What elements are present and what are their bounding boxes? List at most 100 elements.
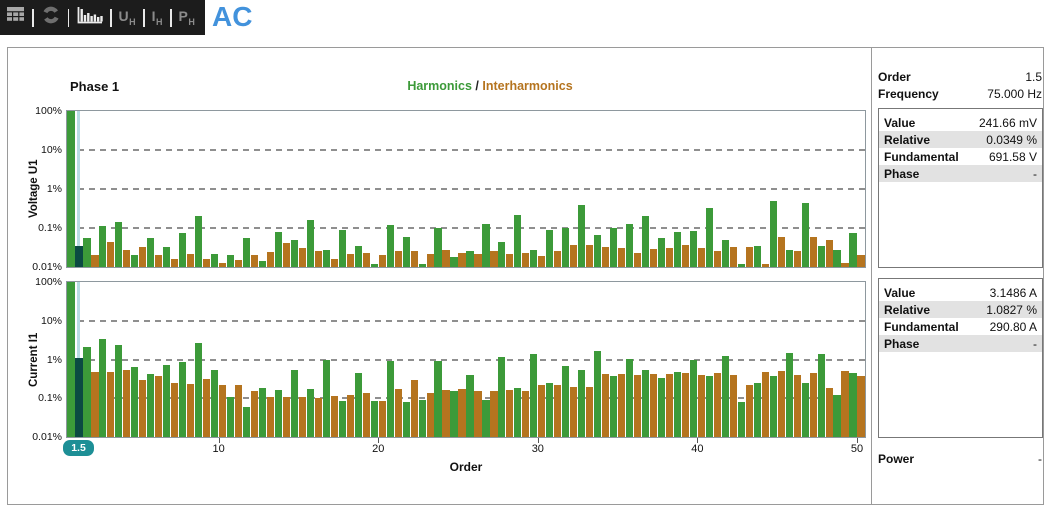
harmonic-bar[interactable] xyxy=(322,249,330,267)
harmonic-bar[interactable] xyxy=(578,369,586,437)
harmonic-bar[interactable] xyxy=(195,216,203,267)
interharmonic-bar[interactable] xyxy=(123,249,131,267)
interharmonic-bar[interactable] xyxy=(825,239,833,267)
power-harmonics-button[interactable]: PH xyxy=(178,8,196,27)
interharmonic-bar[interactable] xyxy=(681,373,690,437)
interharmonic-bar[interactable] xyxy=(250,391,259,437)
interharmonic-bar[interactable] xyxy=(633,252,642,267)
interharmonic-bar[interactable] xyxy=(378,401,386,437)
harmonic-bar[interactable] xyxy=(641,369,650,437)
interharmonic-bar[interactable] xyxy=(266,396,275,437)
interharmonic-bar[interactable] xyxy=(171,259,179,267)
interharmonic-bar[interactable] xyxy=(554,384,562,437)
harmonic-bar[interactable] xyxy=(99,339,107,437)
interharmonic-bar[interactable] xyxy=(697,374,705,437)
harmonic-bar[interactable] xyxy=(657,238,666,267)
interharmonic-bar[interactable] xyxy=(570,245,578,267)
harmonic-bar[interactable] xyxy=(530,353,538,437)
harmonic-bar[interactable] xyxy=(641,216,650,267)
harmonic-bar[interactable] xyxy=(753,245,761,267)
harmonic-bar[interactable] xyxy=(482,223,490,267)
harmonic-bar[interactable] xyxy=(594,350,602,437)
harmonic-bar[interactable] xyxy=(290,239,298,267)
harmonic-bar[interactable] xyxy=(610,375,618,437)
harmonic-bar[interactable] xyxy=(689,360,697,437)
harmonic-bar[interactable] xyxy=(163,365,171,437)
interharmonic-bar[interactable] xyxy=(522,390,530,437)
interharmonic-bar[interactable] xyxy=(298,248,306,267)
harmonic-bar[interactable] xyxy=(450,391,458,437)
harmonic-bar[interactable] xyxy=(115,222,123,267)
interharmonic-bar[interactable] xyxy=(649,248,658,267)
harmonic-bar[interactable] xyxy=(147,374,155,437)
interharmonic-bar[interactable] xyxy=(697,247,705,267)
harmonic-bar[interactable] xyxy=(179,362,187,437)
harmonic-bar[interactable] xyxy=(466,374,474,437)
harmonic-bar[interactable] xyxy=(242,406,251,437)
interharmonic-bar[interactable] xyxy=(410,250,418,267)
interharmonic-bar[interactable] xyxy=(139,247,147,267)
harmonic-bar[interactable] xyxy=(689,230,697,267)
interharmonic-bar[interactable] xyxy=(314,250,322,267)
interharmonic-bar[interactable] xyxy=(474,390,482,437)
harmonics-view-button[interactable] xyxy=(76,5,103,31)
harmonic-bar[interactable] xyxy=(849,372,857,437)
harmonic-bar[interactable] xyxy=(227,255,235,267)
harmonic-bar[interactable] xyxy=(99,226,107,267)
interharmonic-bar[interactable] xyxy=(809,373,817,437)
harmonic-bar[interactable] xyxy=(753,382,761,437)
interharmonic-bar[interactable] xyxy=(745,247,753,267)
voltage-harmonics-button[interactable]: UH xyxy=(118,8,137,27)
harmonic-bar[interactable] xyxy=(546,229,554,267)
interharmonic-bar[interactable] xyxy=(171,382,179,437)
harmonic-bar[interactable] xyxy=(578,204,586,267)
harmonic-bar[interactable] xyxy=(610,228,618,267)
harmonic-bar[interactable] xyxy=(418,263,426,267)
harmonic-bar[interactable] xyxy=(833,395,841,437)
current-harmonics-button[interactable]: IH xyxy=(151,8,164,27)
harmonic-bar[interactable] xyxy=(195,342,203,437)
interharmonic-bar[interactable] xyxy=(91,255,99,267)
harmonic-bar[interactable] xyxy=(514,214,522,267)
interharmonic-bar[interactable] xyxy=(298,397,306,437)
harmonic-bar[interactable] xyxy=(450,257,458,267)
interharmonic-bar[interactable] xyxy=(394,389,402,437)
interharmonic-bar[interactable] xyxy=(554,250,562,267)
interharmonic-bar[interactable] xyxy=(506,254,514,267)
interharmonic-bar[interactable] xyxy=(506,389,514,437)
interharmonic-bar[interactable] xyxy=(282,396,291,437)
harmonic-bar[interactable] xyxy=(386,361,394,437)
harmonic-bar[interactable] xyxy=(354,372,362,437)
interharmonic-bar[interactable] xyxy=(857,255,865,267)
harmonic-bar[interactable] xyxy=(498,357,506,437)
interharmonic-bar[interactable] xyxy=(649,373,658,437)
harmonic-bar[interactable] xyxy=(546,382,554,437)
harmonic-bar[interactable] xyxy=(801,202,809,267)
interharmonic-bar[interactable] xyxy=(825,388,833,437)
interharmonic-bar[interactable] xyxy=(187,253,195,267)
harmonic-bar[interactable] xyxy=(274,231,283,267)
interharmonic-bar[interactable] xyxy=(330,395,338,437)
interharmonic-bar[interactable] xyxy=(458,252,466,267)
interharmonic-bar[interactable] xyxy=(777,370,785,437)
harmonic-bar[interactable] xyxy=(705,376,713,437)
harmonic-bar[interactable] xyxy=(737,263,745,267)
harmonic-bar[interactable] xyxy=(817,354,825,437)
interharmonic-bar[interactable] xyxy=(250,255,259,267)
harmonic-bar[interactable] xyxy=(434,361,442,437)
interharmonic-bar[interactable] xyxy=(713,250,721,267)
harmonic-bar[interactable] xyxy=(833,249,841,267)
interharmonic-bar[interactable] xyxy=(761,263,769,267)
harmonic-bar[interactable] xyxy=(418,400,426,437)
harmonic-bar[interactable] xyxy=(67,282,75,437)
interharmonic-bar[interactable] xyxy=(633,374,642,437)
harmonic-bar[interactable] xyxy=(721,239,729,267)
interharmonic-bar[interactable] xyxy=(219,384,227,437)
harmonic-bar[interactable] xyxy=(705,208,713,267)
harmonic-bar[interactable] xyxy=(402,402,410,437)
harmonic-bar[interactable] xyxy=(258,388,267,437)
interharmonic-bar[interactable] xyxy=(729,374,737,437)
interharmonic-bar[interactable] xyxy=(522,252,530,267)
interharmonic-bar[interactable] xyxy=(570,386,578,437)
interharmonic-bar[interactable] xyxy=(123,370,131,437)
